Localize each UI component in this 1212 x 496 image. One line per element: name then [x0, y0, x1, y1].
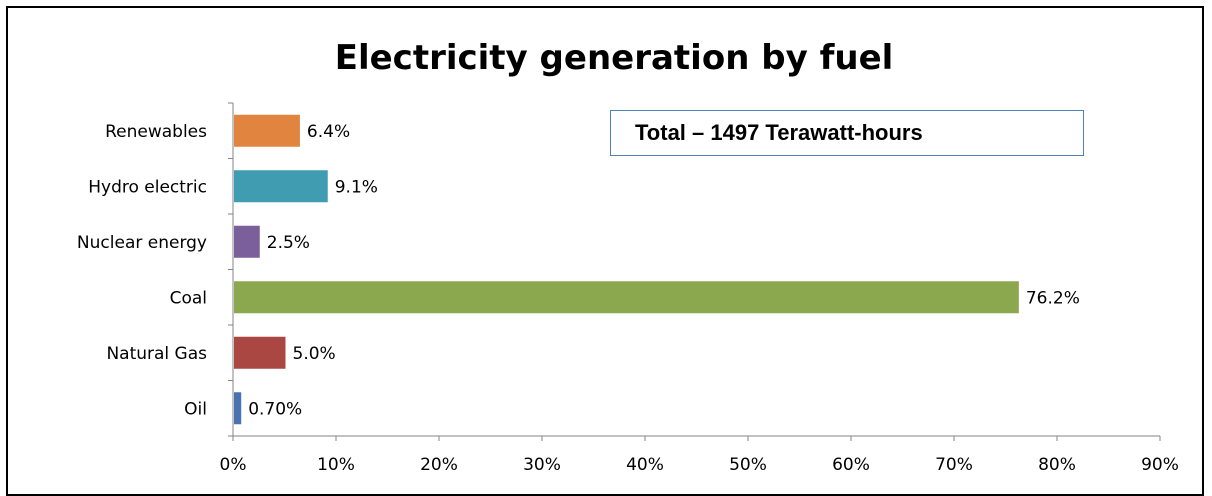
x-tick-label: 30% [523, 455, 561, 475]
bar [234, 114, 300, 147]
x-tick-label: 70% [935, 455, 973, 475]
data-label: 6.4% [307, 122, 350, 142]
category-label: Natural Gas [106, 344, 207, 364]
bar [234, 392, 242, 425]
chart-title: Electricity generation by fuel [334, 38, 894, 78]
category-label: Oil [184, 399, 207, 419]
data-label: 5.0% [293, 344, 336, 364]
data-label: 2.5% [267, 233, 310, 253]
x-tick-label: 20% [420, 455, 458, 475]
x-tick-label: 50% [729, 455, 767, 475]
chart-frame [6, 6, 1204, 496]
data-label: 9.1% [335, 177, 378, 197]
bar [234, 225, 260, 258]
x-tick-label: 40% [626, 455, 664, 475]
data-label: 0.70% [248, 399, 302, 419]
x-tick-label: 60% [832, 455, 870, 475]
data-label: 76.2% [1026, 288, 1080, 308]
bar [234, 281, 1019, 314]
x-tick-label: 0% [220, 455, 247, 475]
bar [234, 170, 328, 203]
category-label: Coal [170, 288, 207, 308]
x-tick-label: 80% [1038, 455, 1076, 475]
x-tick-label: 10% [317, 455, 355, 475]
x-tick-label: 90% [1141, 455, 1179, 475]
bar [234, 336, 286, 369]
total-annotation: Total – 1497 Terawatt-hours [610, 110, 1084, 156]
category-label: Renewables [105, 122, 207, 142]
category-label: Nuclear energy [77, 233, 207, 253]
category-label: Hydro electric [88, 177, 207, 197]
